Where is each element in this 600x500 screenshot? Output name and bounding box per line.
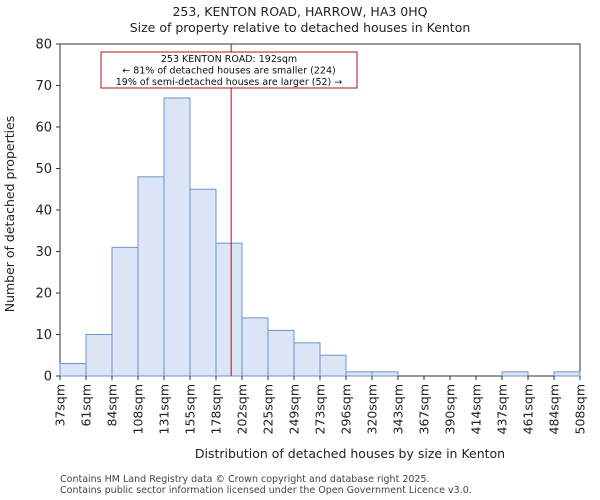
x-tick-label: 390sqm xyxy=(443,384,458,434)
annotation-line3: 19% of semi-detached houses are larger (… xyxy=(116,77,343,88)
x-tick-label: 343sqm xyxy=(391,384,406,434)
y-tick-label: 40 xyxy=(35,204,52,219)
bar-108sqm xyxy=(137,176,165,377)
chart-title: 253, KENTON ROAD, HARROW, HA3 0HQ xyxy=(172,4,428,19)
x-tick-label: 178sqm xyxy=(209,384,224,434)
chart-subtitle: Size of property relative to detached ho… xyxy=(129,20,471,35)
bar-155sqm xyxy=(189,188,217,377)
y-tick-label: 60 xyxy=(35,121,52,136)
x-tick-label: 508sqm xyxy=(573,384,588,434)
bar-437sqm xyxy=(501,371,529,377)
bar-320sqm xyxy=(371,371,399,377)
y-tick-label: 30 xyxy=(35,245,52,260)
x-tick-label: 131sqm xyxy=(157,384,172,434)
x-tick-label: 225sqm xyxy=(261,384,276,434)
x-axis-label: Distribution of detached houses by size … xyxy=(195,446,505,461)
y-tick-label: 50 xyxy=(35,162,52,177)
bar-225sqm xyxy=(267,329,295,377)
bar-61sqm xyxy=(85,334,113,377)
x-tick-label: 61sqm xyxy=(79,384,94,427)
bar-37sqm xyxy=(59,363,87,377)
x-tick-label: 367sqm xyxy=(417,384,432,434)
x-tick-label: 484sqm xyxy=(547,384,562,434)
annotation-line1: 253 KENTON ROAD: 192sqm xyxy=(161,54,297,65)
x-tick-label: 108sqm xyxy=(131,384,146,434)
x-tick-label: 84sqm xyxy=(105,384,120,427)
y-tick-label: 80 xyxy=(35,38,52,53)
bar-484sqm xyxy=(553,371,581,377)
y-axis-label: Number of detached properties xyxy=(2,116,17,313)
y-tick-label: 20 xyxy=(35,287,52,302)
x-tick-label: 414sqm xyxy=(469,384,484,434)
x-tick-label: 249sqm xyxy=(287,384,302,434)
bar-249sqm xyxy=(293,342,321,377)
x-tick-label: 320sqm xyxy=(365,384,380,434)
x-tick-label: 296sqm xyxy=(339,384,354,434)
x-tick-label: 273sqm xyxy=(313,384,328,434)
y-tick-label: 10 xyxy=(35,328,52,343)
bar-273sqm xyxy=(319,354,347,377)
footer-licence: Contains public sector information licen… xyxy=(60,485,472,496)
x-tick-label: 202sqm xyxy=(235,384,250,434)
annotation-box xyxy=(100,51,358,89)
bar-296sqm xyxy=(345,371,373,377)
y-tick-label: 70 xyxy=(35,79,52,94)
y-tick-label: 0 xyxy=(44,370,52,385)
x-tick-label: 437sqm xyxy=(495,384,510,434)
x-tick-label: 37sqm xyxy=(53,384,68,427)
x-tick-label: 155sqm xyxy=(183,384,198,434)
footer-copyright: Contains HM Land Registry data © Crown c… xyxy=(60,474,430,485)
bar-178sqm xyxy=(215,242,243,377)
x-tick-label: 461sqm xyxy=(521,384,536,434)
bar-84sqm xyxy=(111,246,139,377)
bar-131sqm xyxy=(163,97,191,377)
annotation-line2: ← 81% of detached houses are smaller (22… xyxy=(122,66,335,77)
bar-202sqm xyxy=(241,317,269,377)
